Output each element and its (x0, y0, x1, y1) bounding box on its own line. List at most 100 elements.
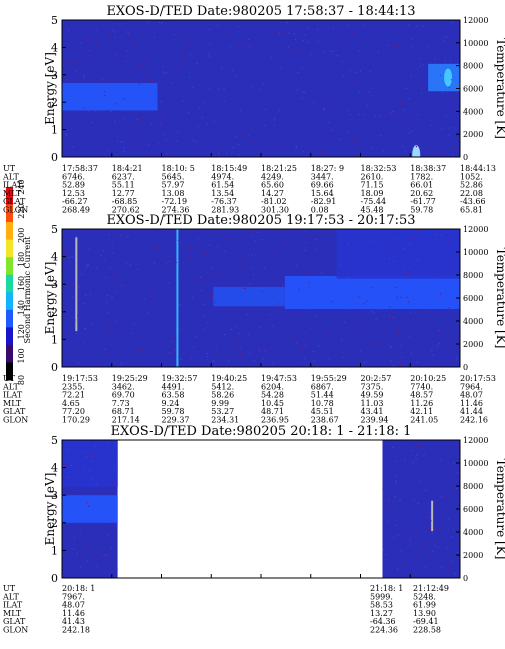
table-cell: 41.43 (62, 617, 85, 626)
table-cell: 170.29 (62, 416, 90, 425)
table-cell: 42.11 (410, 407, 433, 416)
colorbar-swatch (6, 362, 13, 381)
colorbar-tick-label: 80 (17, 375, 26, 385)
spectrogram-panel-1: EXOS-D/TED Date:980205 17:58:37 - 18:44:… (2, 4, 505, 215)
y-right-tick-label: 0 (463, 153, 468, 162)
table-cell: 19:47:53 (261, 374, 297, 383)
colorbar-tick-label: 200 (17, 228, 26, 243)
table-cell: 65.60 (261, 181, 284, 190)
table-cell: 18:15:49 (211, 164, 247, 173)
table-cell: 21:18: 1 (370, 584, 403, 593)
table-row-label: GLON (3, 206, 28, 215)
table-cell: 229.37 (162, 416, 190, 425)
table-cell: -66.27 (62, 197, 88, 206)
table-row-label: ALT (2, 592, 19, 601)
table-cell: 65.81 (460, 206, 483, 215)
intensity-band (213, 286, 285, 307)
y-tick-label: 3 (51, 278, 58, 291)
y-tick-label: 2 (51, 306, 58, 319)
table-cell: 236.95 (261, 416, 289, 425)
colorbar-tick-label: 140 (17, 300, 26, 315)
table-cell: 5999. (370, 592, 393, 601)
table-cell: 3462. (112, 382, 135, 391)
y-right-tick-label: 2000 (463, 130, 483, 139)
intensity-spot (444, 68, 453, 87)
table-cell: 43.41 (361, 407, 384, 416)
table-cell: 18:10: 5 (162, 164, 195, 173)
table-row-label: ILAT (3, 601, 23, 610)
table-cell: 18:38:37 (410, 164, 446, 173)
table-cell: -69.41 (413, 617, 439, 626)
y-tick-label: 4 (51, 462, 58, 475)
y-right-tick-label: 6000 (463, 294, 483, 303)
table-cell: 18:4:21 (112, 164, 143, 173)
table-cell: 7964. (460, 382, 483, 391)
table-cell: 58.26 (211, 391, 234, 400)
table-row-label: ILAT (3, 181, 23, 190)
y-right-tick-label: 12000 (463, 16, 488, 25)
spectrogram-panel-3: EXOS-D/TED Date:980205 20:18: 1 - 21:18:… (2, 424, 505, 635)
colorbar-swatch (6, 344, 13, 363)
table-cell: -81.02 (261, 197, 287, 206)
table-cell: -64.36 (370, 617, 396, 626)
table-cell: 217.14 (112, 416, 140, 425)
y-right-axis-label: Temperature [K] (494, 459, 505, 560)
table-cell: 242.18 (62, 626, 90, 635)
table-cell: 69.66 (311, 181, 334, 190)
table-cell: 13.90 (413, 609, 436, 618)
y-tick-label: 2 (51, 96, 58, 109)
colorbar-tick-label: 120 (17, 324, 26, 339)
table-cell: 20:17:53 (460, 374, 496, 383)
table-row-label: GLAT (3, 617, 26, 626)
colorbar-label: Second Harmonic Current (23, 236, 32, 344)
colorbar-swatch (6, 274, 13, 293)
table-cell: 15.64 (311, 189, 334, 198)
spectrogram-noise (62, 20, 456, 157)
colorbar-ticks: 80 100 120 140 160 180 200 220 240 (17, 179, 26, 385)
colorbar-tick-label: 160 (17, 276, 26, 291)
table-cell: 45.48 (361, 206, 384, 215)
ephemeris-table: UT 17:58:37 18:4:21 18:10: 5 18:15:49 18:21:2… (2, 164, 496, 215)
y-right-tick-label: 10000 (463, 459, 488, 468)
panel-title: EXOS-D/TED Date:980205 17:58:37 - 18:44:… (106, 4, 415, 19)
table-cell: 48.07 (62, 601, 85, 610)
table-cell: 18.09 (361, 189, 384, 198)
table-cell: 20:18: 1 (62, 584, 95, 593)
table-row-label: MLT (3, 399, 22, 408)
colorbar-swatch (6, 222, 13, 241)
table-cell: 66.01 (410, 181, 433, 190)
table-cell: 5248. (413, 592, 436, 601)
intensity-spot (412, 145, 421, 157)
y-tick-label: 0 (51, 572, 58, 585)
y-tick-label: 1 (51, 544, 58, 557)
spectrogram-noise (63, 229, 460, 367)
table-cell: 274.36 (162, 206, 190, 215)
table-cell: 72.21 (62, 391, 85, 400)
spectrogram-image (62, 229, 460, 367)
table-cell: 242.16 (460, 416, 488, 425)
table-cell: 19:40:25 (211, 374, 247, 383)
table-cell: 7740. (410, 382, 433, 391)
table-cell: 51.44 (311, 391, 334, 400)
table-cell: 68.71 (112, 407, 135, 416)
table-cell: 2610. (361, 172, 384, 181)
table-cell: 19:17:53 (62, 374, 98, 383)
table-cell: 20:2:57 (361, 374, 392, 383)
colorbar-swatch (6, 187, 13, 206)
y-axis-label: Energy [eV] (43, 473, 57, 546)
table-cell: 13.08 (162, 189, 185, 198)
table-row-label: ILAT (3, 391, 23, 400)
table-cell: 7.73 (112, 399, 130, 408)
intensity-band (62, 440, 126, 487)
table-cell: 63.58 (162, 391, 185, 400)
y-tick-label: 5 (51, 434, 58, 447)
table-cell: -75.44 (361, 197, 387, 206)
table-cell: 1052. (460, 172, 483, 181)
y-right-tick-label: 6000 (463, 505, 483, 514)
table-cell: 17:58:37 (62, 164, 98, 173)
table-cell: -82.91 (311, 197, 337, 206)
y-right-tick-label: 8000 (463, 271, 483, 280)
y-right-tick-label: 10000 (463, 39, 488, 48)
intensity-line (176, 229, 179, 367)
